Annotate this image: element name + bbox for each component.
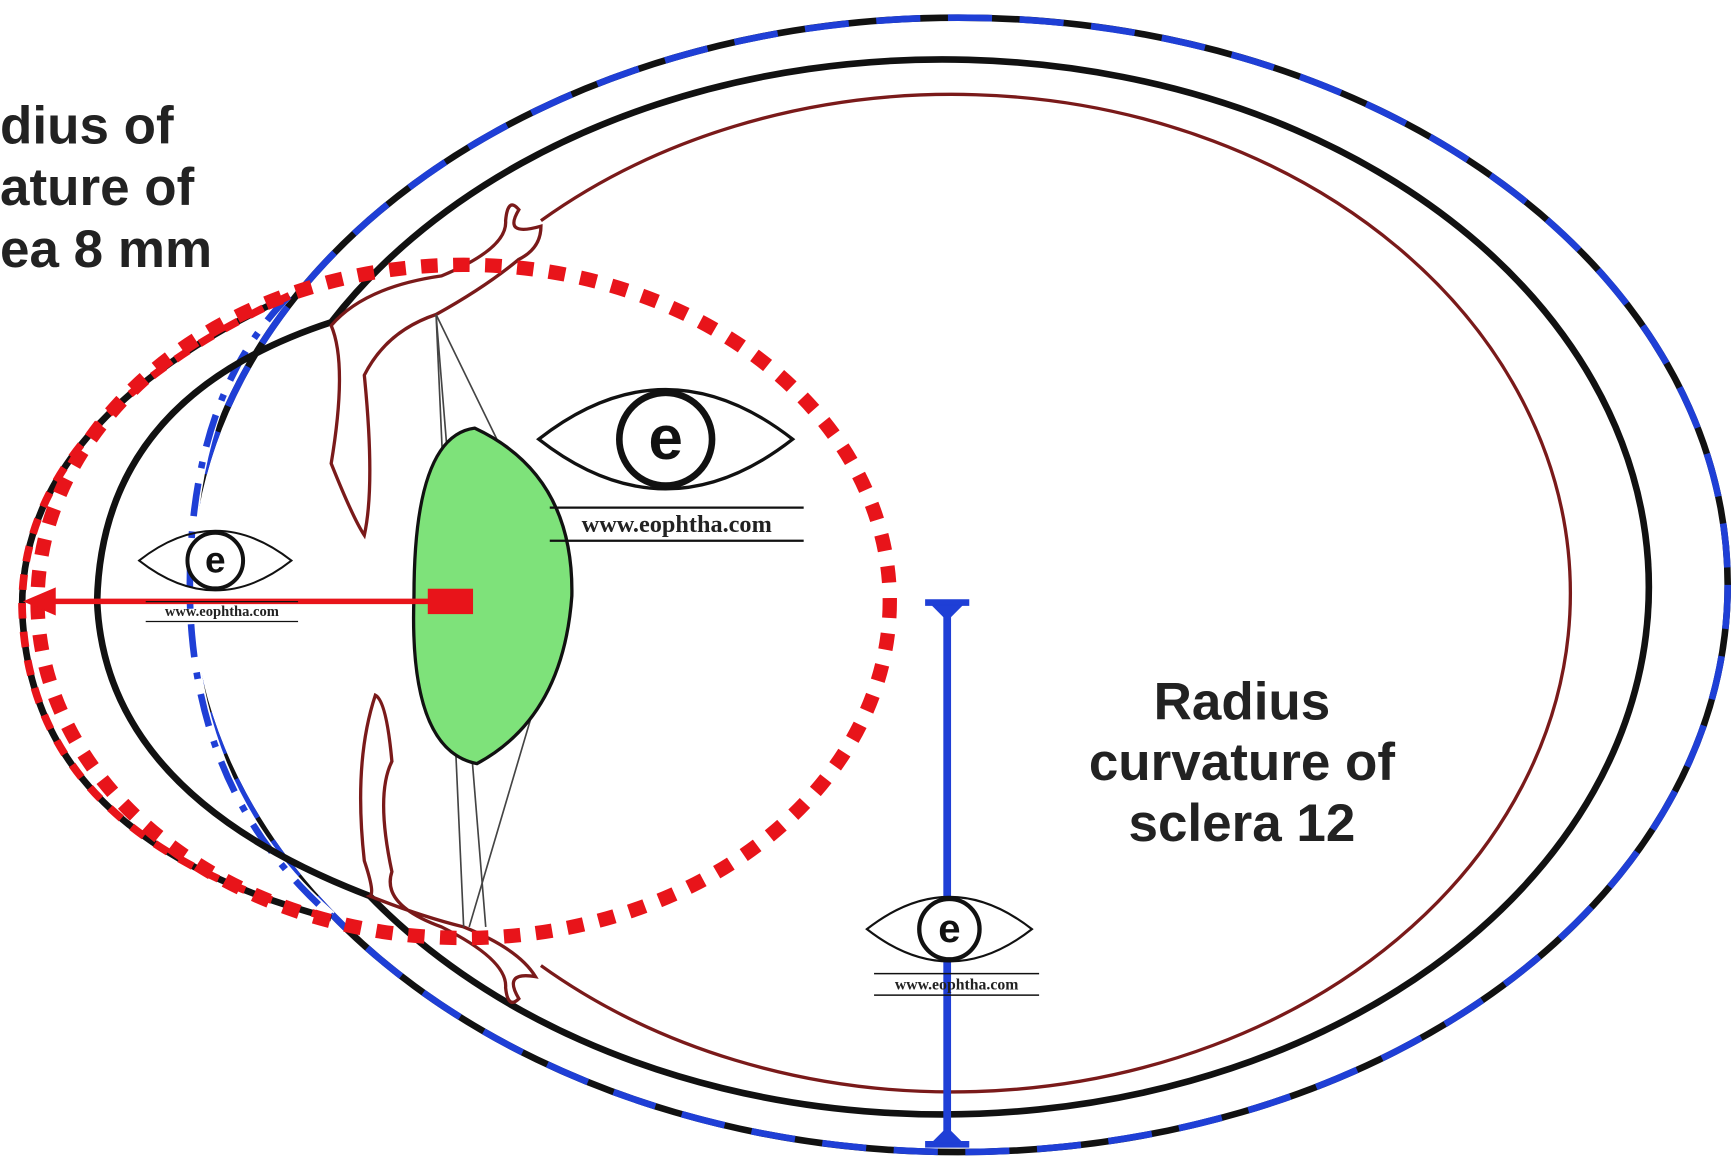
- watermark-url: www.eophtha.com: [582, 511, 772, 538]
- watermark-logo: e: [648, 404, 682, 473]
- watermark-logo: e: [938, 906, 960, 951]
- cornea-label-line: dius of: [0, 96, 174, 155]
- watermark: e www.eophtha.com: [539, 390, 804, 541]
- sclera-label-line: Radius: [1154, 673, 1331, 732]
- page: dius ofature ofea 8 mm Radiuscurvature o…: [0, 0, 1731, 1162]
- watermark: e www.eophtha.com: [139, 531, 298, 622]
- sclera-label-line: curvature of: [1089, 733, 1396, 792]
- retina: [541, 94, 1570, 1092]
- eye-diagram: dius ofature ofea 8 mm Radiuscurvature o…: [0, 0, 1731, 1162]
- cornea-label-line: ature of: [0, 158, 195, 217]
- sclera-label-line: sclera 12: [1129, 794, 1356, 853]
- watermark-logo: e: [205, 539, 226, 581]
- sclera-radius-arrow: [925, 603, 969, 1145]
- watermark-url: www.eophtha.com: [895, 976, 1019, 993]
- cornea-label-line: ea 8 mm: [0, 220, 212, 279]
- sclera-inner: [97, 59, 1649, 1114]
- watermark: e www.eophtha.com: [867, 897, 1039, 995]
- watermark-url: www.eophtha.com: [165, 604, 279, 620]
